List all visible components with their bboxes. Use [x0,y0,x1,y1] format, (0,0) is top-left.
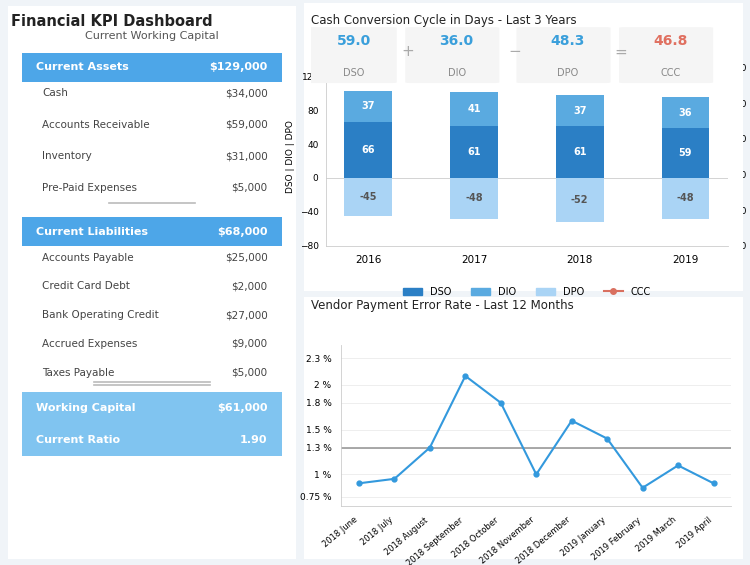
Bar [662,98,710,128]
Text: Current Assets: Current Assets [36,62,129,72]
Bar [344,178,392,216]
Bar [556,95,604,127]
Text: Bank Operating Credit: Bank Operating Credit [42,310,159,320]
Text: $27,000: $27,000 [225,310,267,320]
Bar [344,90,392,122]
Text: Accounts Payable: Accounts Payable [42,253,134,263]
Text: Taxes Payable: Taxes Payable [42,368,115,378]
Bar [450,127,498,178]
Text: 59.0: 59.0 [337,34,371,48]
Text: Current Ratio: Current Ratio [36,435,121,445]
Text: Credit Card Debt: Credit Card Debt [42,281,130,292]
Text: 61: 61 [467,147,481,157]
Text: $59,000: $59,000 [225,120,267,130]
Text: Inventory: Inventory [42,151,92,161]
Text: 66: 66 [362,145,375,155]
Text: 48.3: 48.3 [550,34,585,48]
FancyBboxPatch shape [405,27,500,83]
Text: DIO: DIO [448,68,466,79]
Text: $61,000: $61,000 [217,403,267,413]
Text: DPO: DPO [557,68,578,79]
Bar [662,178,710,219]
Text: 37: 37 [362,101,375,111]
Text: $9,000: $9,000 [231,339,267,349]
FancyBboxPatch shape [299,0,747,294]
Bar [556,178,604,222]
Text: -45: -45 [359,192,377,202]
Bar [450,92,498,127]
Text: Accrued Expenses: Accrued Expenses [42,339,137,349]
Text: $2,000: $2,000 [231,281,267,292]
Text: 61: 61 [573,147,586,157]
Text: 37: 37 [573,106,586,116]
Text: Accounts Receivable: Accounts Receivable [42,120,150,130]
Text: $34,000: $34,000 [225,88,267,98]
Bar [556,127,604,178]
Text: $129,000: $129,000 [209,62,267,72]
Text: $68,000: $68,000 [217,227,267,237]
Text: DSO: DSO [344,68,364,79]
Text: Financial KPI Dashboard: Financial KPI Dashboard [11,14,213,29]
Text: $5,000: $5,000 [231,183,267,193]
Text: -52: -52 [571,195,589,205]
Text: CCC: CCC [660,68,680,79]
Text: -48: -48 [676,193,694,203]
Text: $5,000: $5,000 [231,368,267,378]
Legend: DSO, DIO, DPO, CCC: DSO, DIO, DPO, CCC [399,282,655,301]
Bar [22,217,282,246]
Bar [22,392,282,456]
Text: 36.0: 36.0 [440,34,474,48]
Text: 41: 41 [467,104,481,114]
Bar [450,178,498,219]
Text: 36: 36 [679,108,692,118]
Text: −: − [508,44,520,59]
FancyBboxPatch shape [517,27,610,83]
Text: Working Capital: Working Capital [36,403,136,413]
Text: Cash Conversion Cycle in Days - Last 3 Years: Cash Conversion Cycle in Days - Last 3 Y… [311,14,577,27]
FancyBboxPatch shape [299,294,747,562]
Y-axis label: DSO | DIO | DPO: DSO | DIO | DPO [286,120,296,193]
Text: 46.8: 46.8 [653,34,688,48]
Text: Current Working Capital: Current Working Capital [85,31,219,41]
Text: Cash: Cash [42,88,68,98]
Bar [22,53,282,81]
FancyBboxPatch shape [3,0,301,565]
Text: $31,000: $31,000 [225,151,267,161]
Bar [662,128,710,178]
FancyBboxPatch shape [619,27,713,83]
Text: -48: -48 [465,193,483,203]
Bar [344,122,392,178]
Text: =: = [615,44,628,59]
Text: Pre-Paid Expenses: Pre-Paid Expenses [42,183,137,193]
Text: 59: 59 [679,148,692,158]
Text: $25,000: $25,000 [225,253,267,263]
Text: Current Liabilities: Current Liabilities [36,227,148,237]
Text: +: + [401,44,414,59]
Text: Vendor Payment Error Rate - Last 12 Months: Vendor Payment Error Rate - Last 12 Mont… [311,299,574,312]
Text: 1.90: 1.90 [240,435,267,445]
FancyBboxPatch shape [303,27,397,83]
